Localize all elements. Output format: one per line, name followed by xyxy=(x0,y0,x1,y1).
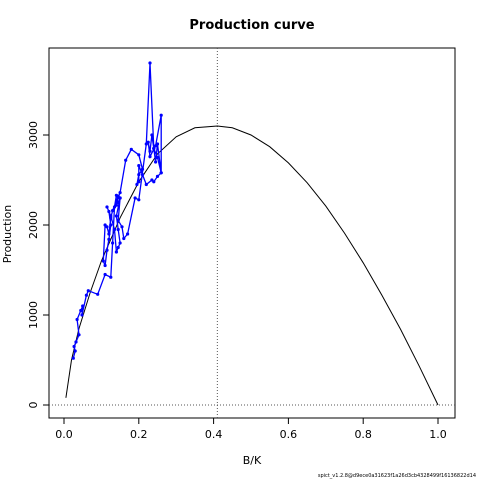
data-point xyxy=(137,180,141,184)
x-tick-label: 1.0 xyxy=(429,428,447,441)
data-point xyxy=(114,203,118,207)
plot-frame xyxy=(48,47,456,419)
data-point xyxy=(103,263,107,268)
data-point xyxy=(112,227,117,232)
data-point xyxy=(140,173,145,177)
chart-title: Production curve xyxy=(189,18,314,33)
data-point xyxy=(72,344,76,349)
data-point xyxy=(133,196,137,200)
data-point xyxy=(150,178,154,182)
data-point xyxy=(74,340,78,344)
data-point xyxy=(137,153,141,157)
data-point xyxy=(105,205,109,209)
data-point xyxy=(111,209,115,213)
footer-version-text: spict_v1.2.8@d9ece0a31623f1a26d3cb432849… xyxy=(318,473,476,479)
y-axis-label: Production xyxy=(1,205,14,264)
data-point xyxy=(75,317,79,322)
production-curve xyxy=(65,125,439,406)
axes: 0.0 0.2 0.4 0.6 0.8 1.0 0 1000 2000 3000 xyxy=(27,121,447,441)
data-point xyxy=(77,333,81,337)
series-line xyxy=(72,62,162,359)
data-point xyxy=(126,232,130,236)
data-point xyxy=(118,191,122,195)
x-tick-label: 0.0 xyxy=(55,428,73,441)
data-point xyxy=(155,174,160,178)
y-tick-label: 0 xyxy=(27,402,40,409)
data-point xyxy=(114,250,118,254)
data-point xyxy=(137,198,141,202)
data-point xyxy=(148,155,152,159)
data-point xyxy=(144,182,148,187)
data-point xyxy=(107,209,111,214)
data-point xyxy=(84,293,88,297)
data-point xyxy=(150,133,154,137)
data-point xyxy=(155,155,160,160)
data-point xyxy=(109,275,113,279)
y-tick-label: 3000 xyxy=(27,121,40,149)
data-point xyxy=(105,248,109,252)
data-point xyxy=(114,214,118,218)
data-point xyxy=(111,241,115,245)
x-tick-label: 0.4 xyxy=(205,428,223,441)
data-point xyxy=(109,214,113,218)
data-point xyxy=(118,196,122,200)
data-point xyxy=(116,245,120,250)
data-point xyxy=(71,356,75,360)
production-curve-line xyxy=(65,125,439,406)
data-point xyxy=(116,218,120,223)
data-point xyxy=(79,308,83,313)
data-point xyxy=(137,164,141,168)
x-tick-label: 0.2 xyxy=(130,428,148,441)
data-point xyxy=(101,259,105,263)
data-point xyxy=(159,113,163,117)
data-point xyxy=(154,160,158,164)
data-point xyxy=(122,236,126,241)
data-point xyxy=(159,171,163,175)
data-point xyxy=(154,144,158,148)
data-point xyxy=(118,241,122,245)
data-point xyxy=(86,289,90,293)
data-point xyxy=(124,158,128,162)
data-point xyxy=(81,304,85,308)
data-point xyxy=(148,149,152,153)
data-point xyxy=(137,173,141,177)
y-tick-label: 2000 xyxy=(27,211,40,239)
data-point xyxy=(73,349,77,353)
data-point xyxy=(146,140,150,144)
data-point xyxy=(116,200,120,205)
x-tick-label: 0.8 xyxy=(354,428,372,441)
data-point xyxy=(107,232,111,236)
y-tick-label: 1000 xyxy=(27,301,40,329)
x-axis-label: B/K xyxy=(243,454,262,467)
data-point xyxy=(80,313,84,317)
x-tick-label: 0.6 xyxy=(280,428,298,441)
data-point xyxy=(107,237,111,241)
data-point xyxy=(103,272,107,277)
data-point xyxy=(129,147,133,151)
data-point xyxy=(135,182,139,187)
data-point xyxy=(140,167,145,171)
data-point xyxy=(148,61,152,65)
data-point xyxy=(120,225,124,229)
data-point xyxy=(96,292,100,296)
data-point xyxy=(109,223,113,227)
observed-series xyxy=(71,61,163,360)
data-point xyxy=(152,146,156,151)
data-point xyxy=(116,227,120,232)
data-point xyxy=(103,223,107,227)
